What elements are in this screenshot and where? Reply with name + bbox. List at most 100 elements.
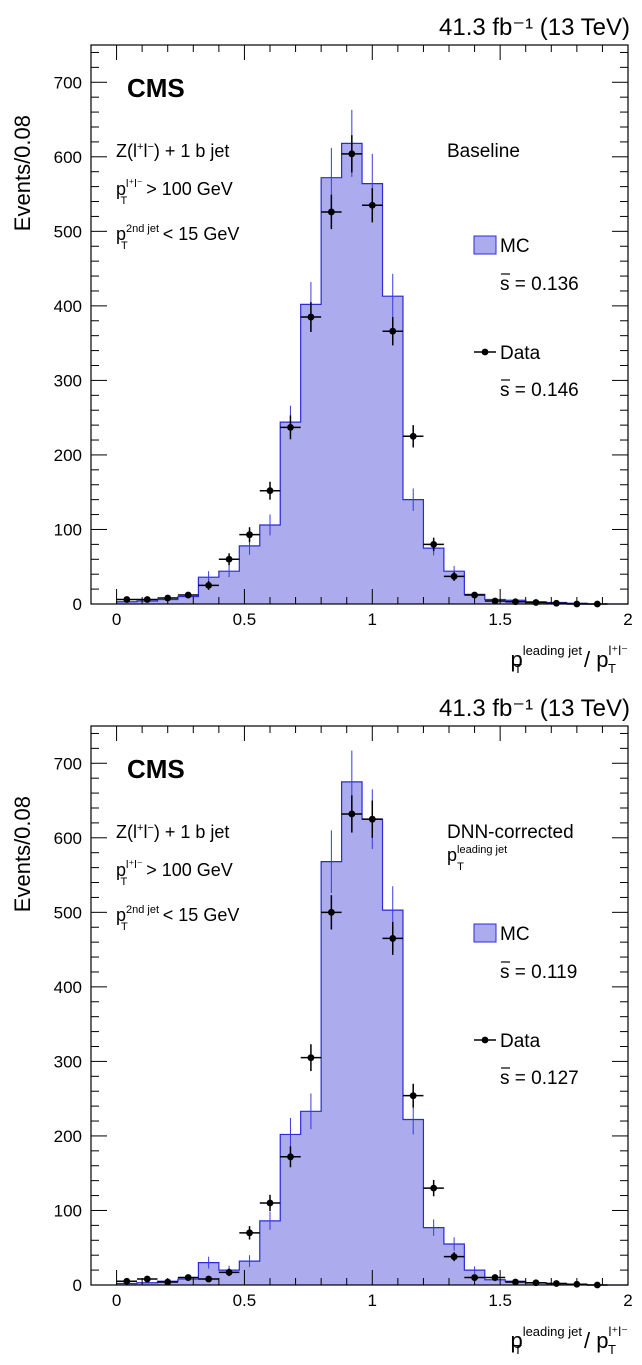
x-tick-label: 1.5 (488, 1291, 512, 1310)
legend-mc-label: MC (500, 236, 530, 257)
variant-label: Baseline (447, 141, 520, 162)
data-point (368, 815, 376, 823)
mc-histogram-fill (116, 143, 629, 604)
mc-histogram-fill (116, 781, 629, 1285)
data-point (143, 596, 151, 603)
data-point (348, 150, 356, 158)
y-tick-label: 400 (54, 978, 82, 997)
data-point (348, 810, 356, 818)
data-point (450, 573, 458, 580)
legend-data-s: s = 0.127 (500, 1068, 579, 1089)
data-point (143, 1275, 151, 1283)
data-point (266, 1199, 274, 1207)
legend-mc-s: s = 0.119 (500, 962, 577, 983)
y-tick-label: 100 (54, 520, 82, 539)
data-point (430, 1184, 438, 1192)
cms-label: CMS (127, 754, 185, 784)
selection-label: pl⁺l⁻ T > 100 GeV (116, 178, 233, 207)
y-tick-label: 100 (54, 1201, 82, 1220)
x-tick-label: 1 (368, 1291, 377, 1310)
data-point (471, 1274, 478, 1281)
x-tick-label: 0 (112, 1291, 121, 1310)
data-point (123, 1277, 131, 1285)
chart-panel-2: 41.3 fb⁻¹ (13 TeV) 0 0.5 1 1.5 2 0 100 200 300 400… (10, 695, 633, 1357)
x-tick-label: 2 (623, 1291, 632, 1310)
data-point (287, 423, 294, 431)
y-tick-label: 200 (54, 1127, 82, 1146)
data-point (246, 531, 253, 539)
y-tick-label: 700 (54, 73, 82, 92)
lumi-label: 41.3 fb⁻¹ (13 TeV) (439, 14, 630, 41)
y-tick-label: 200 (54, 446, 82, 465)
legend-data-label: Data (500, 343, 541, 364)
y-tick-label: 400 (54, 297, 82, 316)
data-point (450, 1253, 458, 1261)
y-axis-label: Events/0.08 (10, 796, 35, 912)
x-tick-label: 0.5 (233, 610, 257, 629)
x-tick-label: 1.5 (488, 610, 512, 629)
data-point (287, 1153, 294, 1161)
y-tick-label: 0 (73, 595, 82, 614)
selection-label: p2nd jet T < 15 GeV (116, 904, 239, 933)
selection-label: pl⁺l⁻ T > 100 GeV (116, 859, 233, 888)
y-tick-label: 700 (54, 754, 82, 773)
data-point (512, 1278, 519, 1286)
legend-data-s: s = 0.146 (500, 380, 579, 401)
x-tick-label: 0.5 (233, 1291, 257, 1310)
data-point (409, 1092, 417, 1100)
cms-label: CMS (127, 73, 185, 103)
lumi-label: 41.3 fb⁻¹ (13 TeV) (439, 695, 630, 722)
y-tick-label: 500 (54, 903, 82, 922)
legend-data-marker (481, 1036, 489, 1044)
data-point (184, 1274, 192, 1281)
data-point (327, 908, 335, 916)
selection-label: Z(l+l−) + 1 b jet (116, 822, 229, 842)
data-point (225, 1268, 233, 1276)
x-tick-label: 1 (368, 610, 377, 629)
selection-label: Z(l+l−) + 1 b jet (116, 141, 229, 161)
y-tick-label: 500 (54, 222, 82, 241)
selection-label: p2nd jet T < 15 GeV (116, 223, 239, 252)
variant-label: DNN-corrected (447, 822, 574, 843)
data-point (307, 313, 315, 321)
data-point (471, 591, 478, 599)
data-point (491, 597, 499, 605)
plot-frame (90, 44, 629, 605)
data-point (553, 599, 560, 607)
data-point (532, 599, 540, 606)
y-tick-label: 600 (54, 829, 82, 848)
legend-mc-swatch (473, 235, 497, 255)
y-tick-label: 300 (54, 1052, 82, 1071)
data-point (409, 432, 417, 440)
chart-panel-1: 41.3 fb⁻¹ (13 TeV) 0 0.5 1 1.5 2 0 100 200 300 400… (10, 14, 633, 676)
data-point (225, 555, 233, 563)
data-point (246, 1229, 253, 1237)
x-axis-label: pleading jet T / pl⁺l⁻ T (510, 643, 628, 676)
legend-mc-s: s = 0.136 (500, 274, 579, 295)
x-tick-label: 2 (623, 610, 632, 629)
data-point (368, 201, 376, 209)
data-point (205, 581, 213, 589)
legend-mc-label: MC (500, 924, 530, 945)
legend-data-label: Data (500, 1031, 541, 1052)
data-point (553, 1280, 560, 1287)
variant-sublabel: pleading jet T (447, 844, 507, 873)
legend-mc-swatch (473, 923, 497, 943)
data-point (266, 487, 274, 495)
data-point (123, 596, 131, 603)
legend-data-marker (481, 348, 489, 356)
y-tick-label: 300 (54, 371, 82, 390)
data-point (205, 1275, 213, 1283)
x-axis-label: pleading jet T / pl⁺l⁻ T (510, 1324, 628, 1357)
data-point (327, 208, 335, 216)
plot-frame (90, 725, 629, 1286)
y-axis-label: Events/0.08 (10, 115, 35, 231)
data-point (430, 540, 438, 548)
data-point (389, 327, 397, 335)
data-point (389, 935, 397, 942)
data-point (184, 591, 192, 599)
x-tick-label: 0 (112, 610, 121, 629)
y-tick-label: 0 (73, 1276, 82, 1295)
data-point (307, 1054, 315, 1062)
